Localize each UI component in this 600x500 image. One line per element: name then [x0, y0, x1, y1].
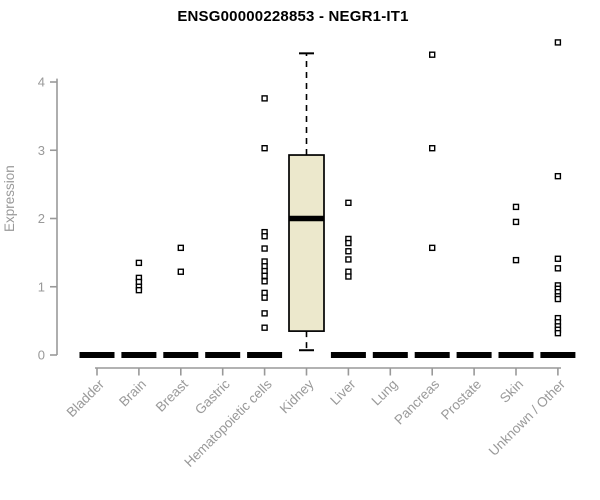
outlier-point	[512, 218, 520, 226]
x-tick-label: Skin	[497, 377, 526, 406]
outlier-point	[177, 244, 185, 252]
outlier-point	[135, 259, 143, 267]
outlier-point	[345, 273, 352, 280]
y-axis-label: Expression	[2, 165, 17, 233]
x-tick-label: Kidney	[277, 376, 317, 416]
y-tick-label: 2	[38, 211, 45, 226]
y-tick-label: 4	[38, 75, 45, 90]
x-tick-label: Bladder	[64, 376, 108, 420]
outlier-point	[554, 255, 562, 262]
zero-median-bar	[79, 352, 115, 358]
zero-median-bar	[498, 352, 534, 358]
zero-median-bar	[372, 352, 408, 358]
outlier-point	[177, 268, 185, 275]
zero-median-bar	[121, 352, 157, 358]
outlier-point	[554, 39, 562, 46]
outlier-point	[512, 256, 520, 264]
y-tick-label: 1	[38, 279, 45, 294]
outlier-point	[261, 145, 268, 152]
zero-median-bar	[205, 352, 241, 358]
outlier-point	[345, 199, 352, 207]
outlier-point	[429, 244, 436, 252]
outlier-point	[135, 286, 143, 294]
box	[288, 154, 325, 332]
zero-median-bar	[247, 352, 283, 358]
outlier-point	[261, 310, 268, 317]
outlier-point	[261, 324, 268, 331]
zero-median-bar	[163, 352, 199, 358]
x-tick-label: Breast	[153, 376, 191, 414]
x-tick-label: Unknown / Other	[486, 376, 569, 459]
zero-median-bar	[330, 352, 366, 358]
x-tick-label: Prostate	[438, 377, 484, 423]
outlier-point	[554, 329, 562, 337]
outlier-point	[345, 248, 352, 255]
outlier-point	[512, 203, 520, 211]
zero-median-bar	[540, 352, 576, 358]
outlier-point	[345, 239, 352, 247]
outlier-point	[429, 51, 436, 58]
y-tick-label: 3	[38, 143, 45, 158]
x-tick-label: Brain	[116, 377, 149, 410]
y-tick-label: 0	[38, 348, 45, 363]
outlier-point	[345, 256, 352, 263]
outlier-point	[429, 145, 436, 152]
outlier-point	[261, 245, 268, 252]
outlier-point	[261, 278, 268, 285]
zero-median-bar	[456, 352, 492, 358]
zero-median-bar	[414, 352, 450, 358]
x-tick-label: Gastric	[192, 376, 233, 417]
outlier-point	[554, 295, 562, 303]
x-tick-label: Pancreas	[391, 376, 442, 427]
x-tick-label: Liver	[327, 376, 359, 408]
x-tick-label: Lung	[369, 377, 401, 409]
outlier-point	[261, 95, 268, 102]
outlier-point	[261, 272, 268, 280]
outlier-point	[554, 265, 562, 272]
outlier-point	[261, 294, 268, 301]
chart-title: ENSG00000228853 - NEGR1-IT1	[177, 8, 409, 25]
outlier-point	[261, 233, 268, 240]
outlier-point	[554, 172, 562, 180]
